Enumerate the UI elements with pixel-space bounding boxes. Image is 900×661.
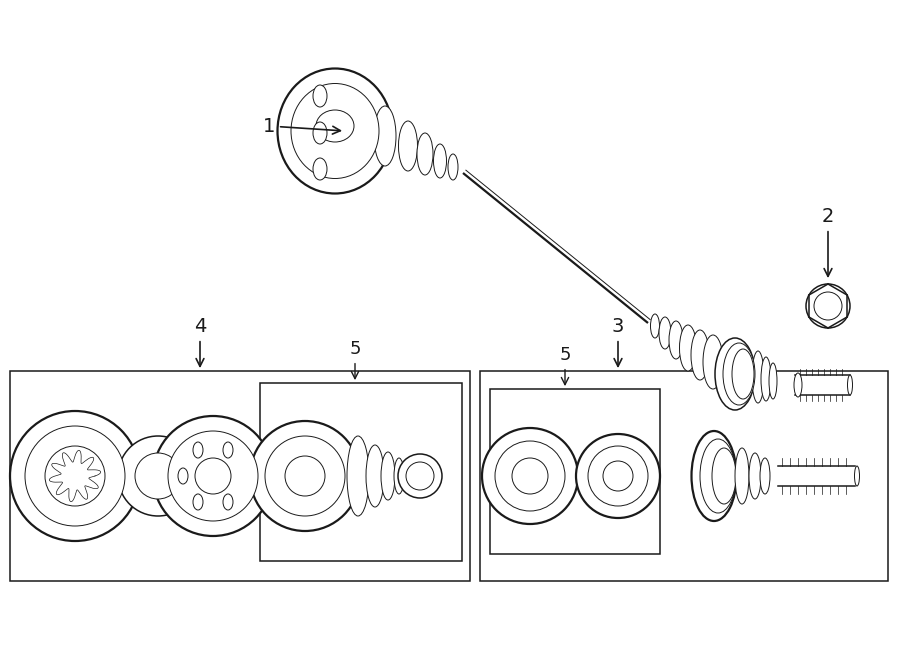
Circle shape: [398, 454, 442, 498]
Ellipse shape: [700, 439, 736, 513]
Ellipse shape: [752, 351, 764, 403]
Ellipse shape: [848, 375, 852, 395]
Ellipse shape: [313, 85, 327, 107]
Bar: [260, 383, 462, 561]
Ellipse shape: [178, 468, 188, 484]
Circle shape: [576, 434, 660, 518]
Bar: [480, 371, 888, 581]
Text: 4: 4: [194, 317, 206, 366]
Circle shape: [265, 436, 345, 516]
Text: 2: 2: [822, 207, 834, 276]
Circle shape: [406, 462, 434, 490]
Ellipse shape: [374, 106, 396, 166]
Ellipse shape: [291, 83, 379, 178]
Circle shape: [25, 426, 125, 526]
Circle shape: [135, 453, 181, 499]
Ellipse shape: [193, 494, 203, 510]
Circle shape: [10, 411, 140, 541]
Ellipse shape: [659, 317, 671, 349]
Ellipse shape: [316, 110, 354, 142]
Ellipse shape: [394, 458, 404, 494]
Ellipse shape: [347, 436, 369, 516]
Ellipse shape: [703, 335, 723, 389]
Ellipse shape: [732, 349, 754, 399]
Ellipse shape: [434, 144, 446, 178]
Circle shape: [250, 421, 360, 531]
Ellipse shape: [854, 466, 859, 486]
Ellipse shape: [313, 158, 327, 180]
Ellipse shape: [769, 363, 777, 399]
Text: 1: 1: [263, 116, 340, 136]
Circle shape: [118, 436, 198, 516]
Circle shape: [603, 461, 633, 491]
Circle shape: [195, 458, 231, 494]
Ellipse shape: [712, 448, 736, 504]
Ellipse shape: [417, 133, 433, 175]
Ellipse shape: [715, 338, 755, 410]
Circle shape: [588, 446, 648, 506]
Text: 3: 3: [612, 317, 625, 366]
Ellipse shape: [193, 442, 203, 458]
Ellipse shape: [448, 154, 458, 180]
Circle shape: [168, 431, 258, 521]
Circle shape: [495, 441, 565, 511]
Polygon shape: [50, 450, 101, 502]
Ellipse shape: [313, 122, 327, 144]
Ellipse shape: [669, 321, 683, 359]
Circle shape: [153, 416, 273, 536]
Ellipse shape: [399, 121, 418, 171]
Ellipse shape: [723, 343, 755, 405]
Bar: [490, 389, 660, 554]
Ellipse shape: [223, 494, 233, 510]
Ellipse shape: [366, 445, 384, 507]
Ellipse shape: [761, 357, 771, 401]
Bar: [10, 371, 470, 581]
Circle shape: [482, 428, 578, 524]
Ellipse shape: [749, 453, 761, 499]
Ellipse shape: [680, 325, 697, 371]
Text: 5: 5: [349, 340, 361, 379]
Ellipse shape: [760, 458, 770, 494]
Ellipse shape: [651, 314, 660, 338]
Circle shape: [814, 292, 842, 320]
Circle shape: [512, 458, 548, 494]
Circle shape: [806, 284, 850, 328]
Ellipse shape: [794, 373, 802, 397]
Circle shape: [285, 456, 325, 496]
Text: 5: 5: [559, 346, 571, 385]
Ellipse shape: [735, 448, 749, 504]
Ellipse shape: [277, 69, 392, 194]
Ellipse shape: [691, 431, 736, 521]
Ellipse shape: [223, 442, 233, 458]
Ellipse shape: [691, 330, 709, 380]
Ellipse shape: [381, 452, 395, 500]
Circle shape: [45, 446, 105, 506]
